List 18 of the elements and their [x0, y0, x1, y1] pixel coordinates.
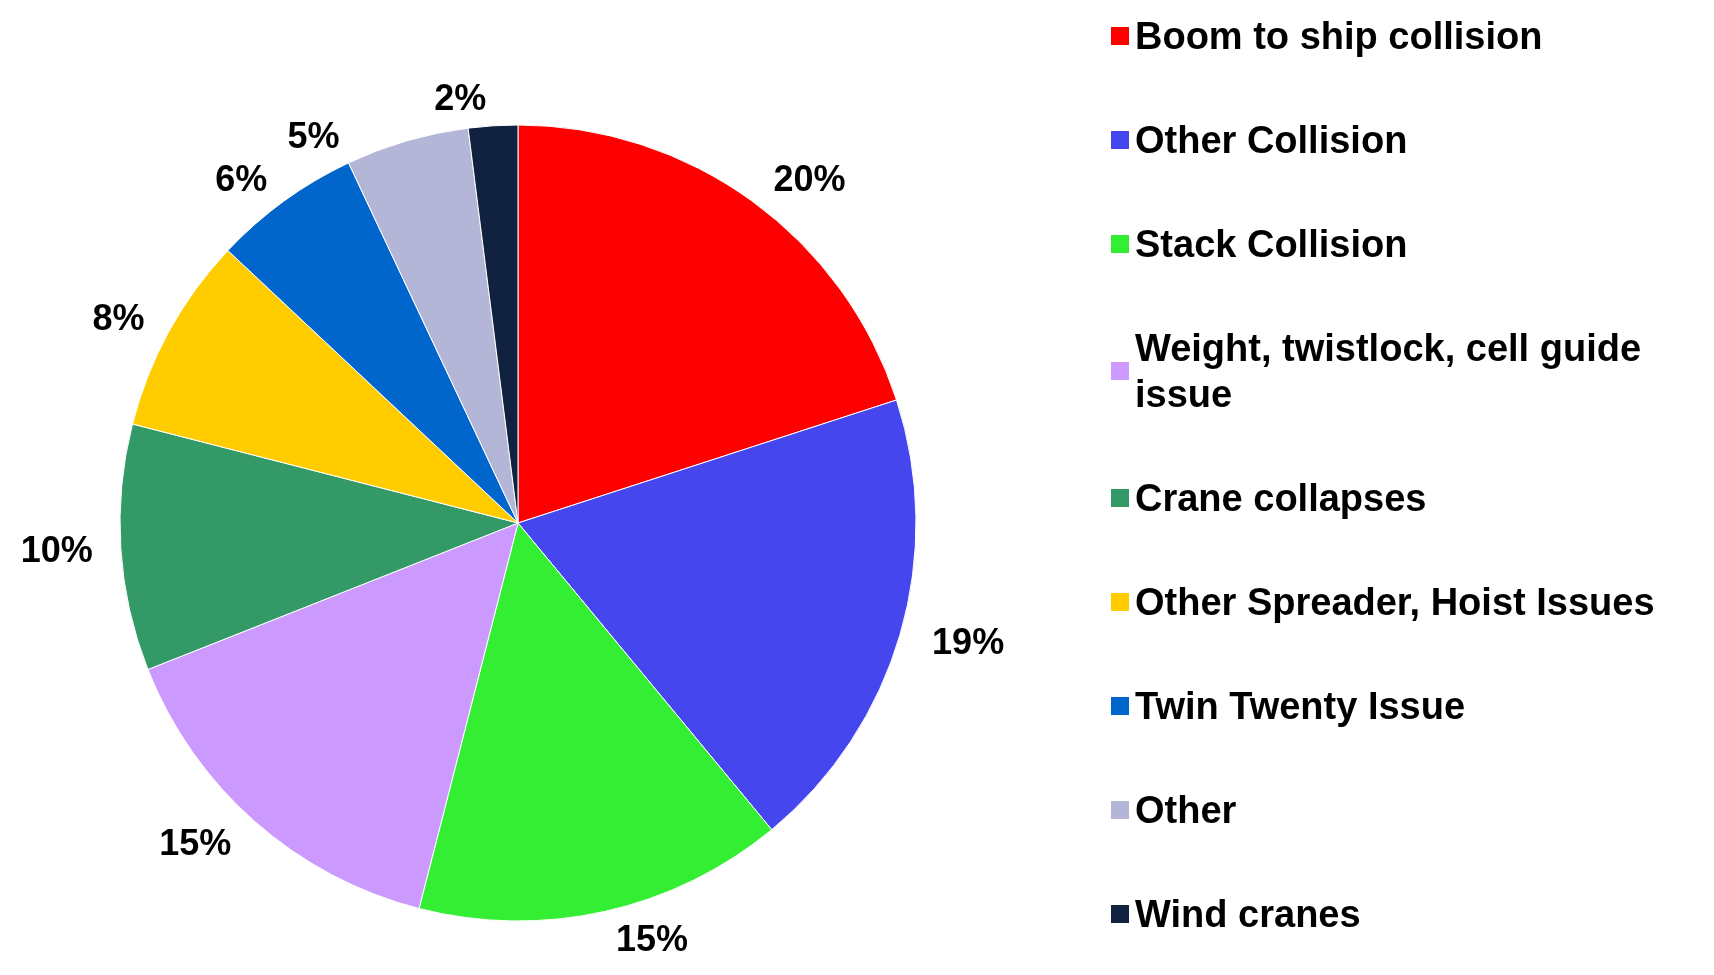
- legend-label: Other Collision: [1135, 119, 1408, 161]
- legend-label: Stack Collision: [1135, 223, 1408, 265]
- data-label: 15%: [159, 822, 232, 864]
- data-label: 2%: [434, 77, 487, 119]
- data-label: 10%: [20, 529, 93, 571]
- legend-label: Twin Twenty Issue: [1135, 685, 1466, 727]
- data-label: 6%: [215, 157, 268, 199]
- legend-label: Weight, twistlock, cell guide issue: [1135, 327, 1652, 415]
- legend-label: Wind cranes: [1135, 893, 1361, 935]
- data-label: 20%: [773, 157, 846, 199]
- data-label: 19%: [932, 621, 1005, 663]
- legend-label: Crane collapses: [1135, 477, 1427, 519]
- data-label: 5%: [287, 115, 340, 157]
- legend-label: Boom to ship collision: [1135, 15, 1543, 57]
- data-label: 15%: [615, 918, 688, 960]
- legend-label: Other: [1135, 789, 1237, 831]
- data-label: 8%: [92, 297, 145, 339]
- legend-label: Other Spreader, Hoist Issues: [1135, 581, 1655, 623]
